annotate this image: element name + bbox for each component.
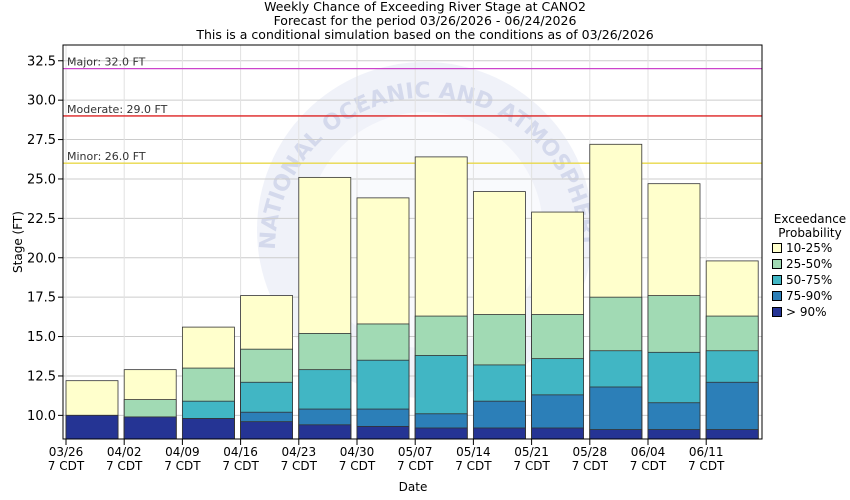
x-tick-sublabel: 7 CDT — [339, 459, 376, 473]
legend-item: 25-50% — [772, 256, 850, 272]
x-tick-label: 04/16 — [223, 445, 258, 459]
bar-segment — [472, 427, 526, 440]
legend: Exceedance Probability 10-25% 25-50% 50-75… — [770, 212, 850, 320]
bars — [65, 143, 759, 440]
chart-note: This is a conditional simulation based o… — [196, 27, 654, 42]
legend-item: 10-25% — [772, 240, 850, 256]
x-tick-sublabel: 7 CDT — [630, 459, 667, 473]
legend-label: 50-75% — [786, 273, 833, 287]
y-tick-label: 30.0 — [27, 94, 56, 109]
legend-label: 10-25% — [786, 241, 833, 255]
x-tick-label: 06/04 — [631, 445, 666, 459]
x-axis-label: Date — [399, 480, 428, 494]
y-tick-label: 15.0 — [27, 330, 56, 345]
x-tick-sublabel: 7 CDT — [164, 459, 201, 473]
x-tick-label: 04/09 — [165, 445, 200, 459]
legend-item: 75-90% — [772, 288, 850, 304]
threshold-label: Major: 32.0 FT — [67, 56, 146, 69]
x-tick-sublabel: 7 CDT — [688, 459, 725, 473]
bar-segment — [705, 429, 759, 440]
chart-subtitle: Forecast for the period 03/26/2026 - 06/… — [273, 13, 577, 28]
x-tick-sublabel: 7 CDT — [222, 459, 259, 473]
y-tick-label: 25.0 — [27, 172, 56, 187]
x-tick-sublabel: 7 CDT — [572, 459, 609, 473]
x-tick-label: 06/11 — [689, 445, 724, 459]
legend-item: > 90% — [772, 304, 850, 320]
x-tick-label: 04/02 — [107, 445, 142, 459]
bar-segment — [181, 418, 235, 440]
x-tick-label: 05/07 — [398, 445, 433, 459]
x-tick-sublabel: 7 CDT — [281, 459, 318, 473]
x-tick-sublabel: 7 CDT — [455, 459, 492, 473]
y-tick-label: 27.5 — [27, 133, 56, 148]
x-tick-label: 05/28 — [573, 445, 608, 459]
bar-segment — [531, 427, 584, 440]
bar-segment — [240, 421, 294, 440]
x-tick-sublabel: 7 CDT — [48, 459, 85, 473]
legend-swatch — [772, 243, 782, 253]
y-tick-label: 17.5 — [27, 291, 56, 306]
y-tick-label: 20.0 — [27, 251, 56, 266]
y-tick-label: 12.5 — [27, 369, 56, 384]
legend-swatch — [772, 307, 782, 317]
x-tick-label: 04/23 — [282, 445, 317, 459]
y-axis: 10.0 12.5 15.0 17.5 20.0 22.5 25.0 27.5 30.0 32.5 — [27, 54, 63, 424]
y-tick-label: 10.0 — [27, 409, 56, 424]
x-tick-sublabel: 7 CDT — [513, 459, 550, 473]
legend-title-line1: Exceedance — [773, 212, 847, 226]
x-tick-label: 04/30 — [340, 445, 375, 459]
legend-label: 25-50% — [786, 257, 833, 271]
bar-segment — [65, 414, 119, 440]
plot-frame — [62, 44, 763, 440]
legend-swatch — [772, 259, 782, 269]
chart-titles: Weekly Chance of Exceeding River Stage a… — [0, 0, 850, 42]
threshold-label: Moderate: 29.0 FT — [67, 103, 168, 116]
legend-label: 75-90% — [786, 289, 833, 303]
x-tick-sublabel: 7 CDT — [106, 459, 143, 473]
bar-segment — [414, 427, 468, 440]
chart-title: Weekly Chance of Exceeding River Stage a… — [264, 0, 586, 14]
legend-label: > 90% — [786, 305, 827, 319]
bar-segment — [123, 416, 177, 440]
legend-swatch — [772, 291, 782, 301]
threshold-label: Minor: 26.0 FT — [67, 150, 146, 163]
x-tick-label: 05/21 — [514, 445, 549, 459]
bar-segment — [589, 429, 643, 440]
threshold-lines: Major: 32.0 FT Moderate: 29.0 FT Minor: 26… — [63, 56, 762, 164]
bar-segment — [647, 429, 701, 440]
legend-item: 50-75% — [772, 272, 850, 288]
legend-swatch — [772, 275, 782, 285]
y-tick-label: 32.5 — [27, 54, 56, 69]
y-tick-label: 22.5 — [27, 212, 56, 227]
x-tick-sublabel: 7 CDT — [397, 459, 434, 473]
bar-segment — [298, 424, 352, 440]
bar-segment — [356, 425, 410, 440]
y-axis-label: Stage (FT) — [11, 211, 25, 273]
x-tick-label: 05/14 — [456, 445, 491, 459]
x-tick-label: 03/26 — [49, 445, 84, 459]
legend-title-line2: Probability — [778, 226, 842, 240]
